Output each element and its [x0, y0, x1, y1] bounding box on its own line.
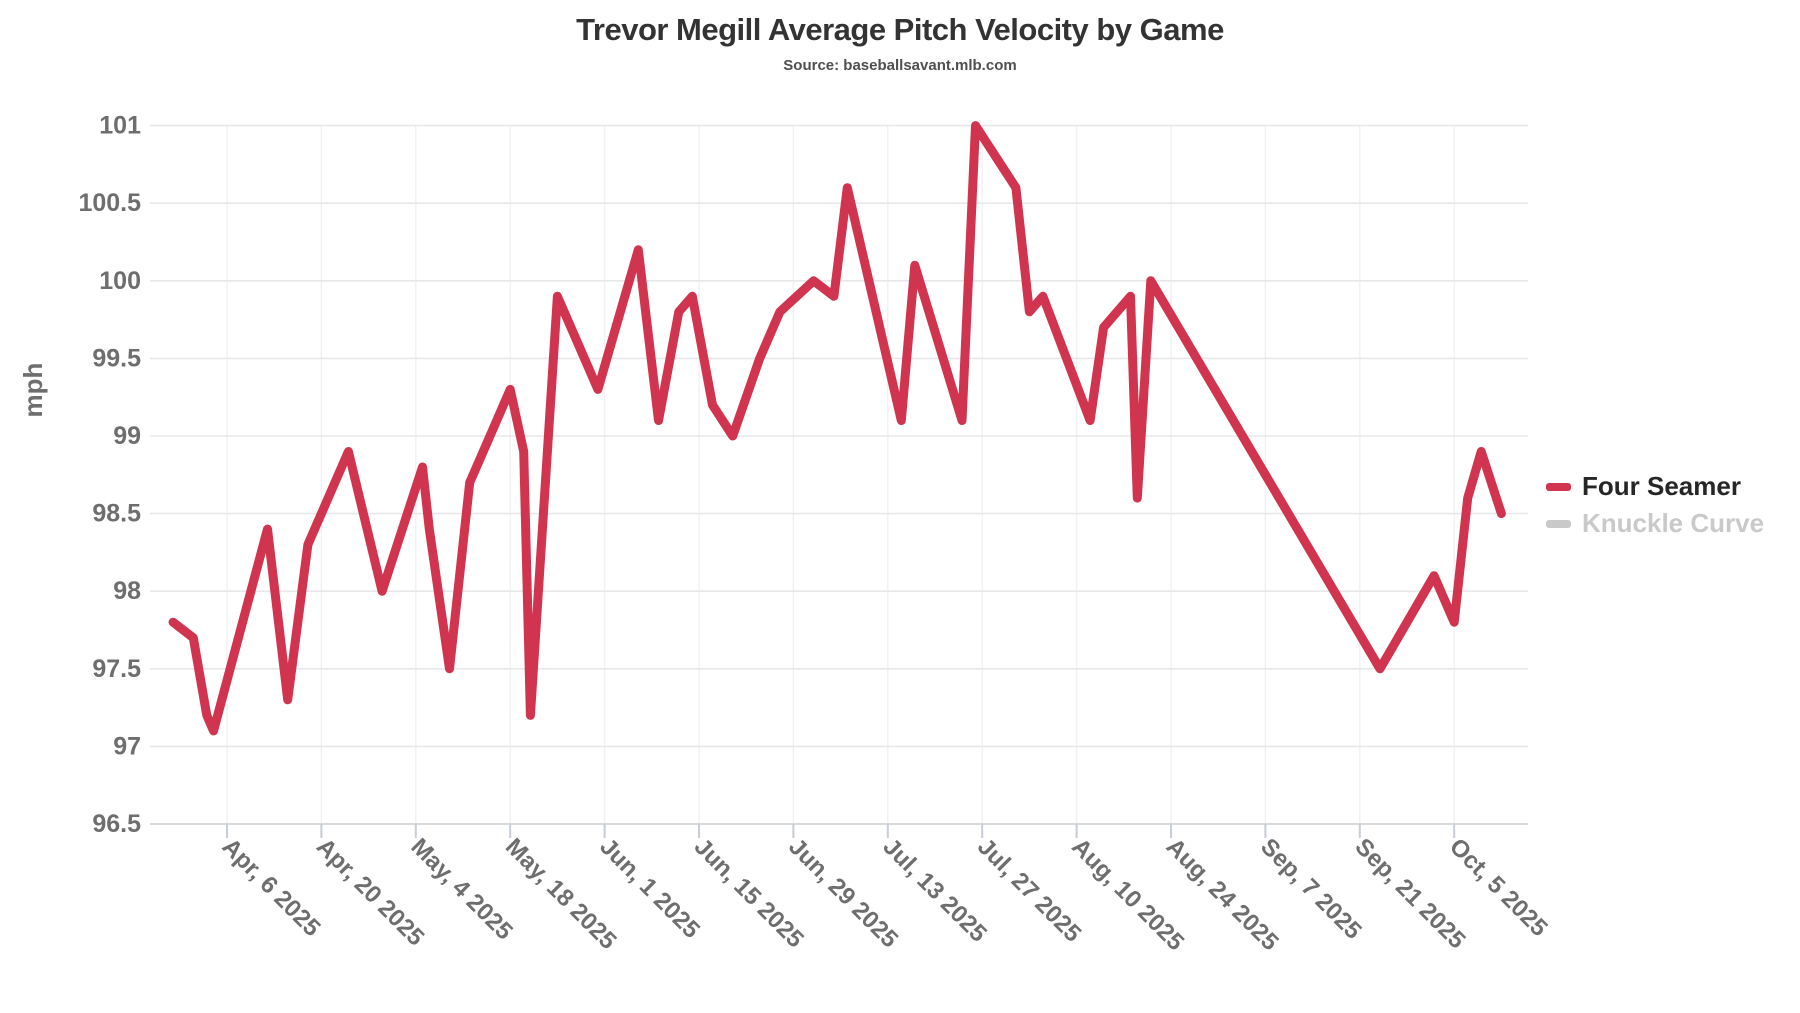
y-tick-label: 99.5	[92, 344, 141, 372]
chart-header: Trevor Megill Average Pitch Velocity by …	[0, 12, 1800, 74]
y-tick-label: 98	[113, 577, 141, 605]
y-tick-label: 100	[99, 267, 141, 295]
y-axis-tick-labels: 101 100.5 100 99.5 99 98.5 98 97.5 97 96.5	[78, 112, 141, 838]
y-axis-title: mph	[18, 363, 48, 418]
y-tick-label: 97	[113, 732, 141, 760]
legend-item-four-seamer[interactable]: Four Seamer	[1546, 468, 1764, 505]
y-tick-label: 100.5	[78, 189, 141, 217]
knuckle-curve-label: Knuckle Curve	[1582, 508, 1765, 538]
chart-subtitle: Source: baseballsavant.mlb.com	[783, 57, 1017, 74]
x-tick-label: Apr, 6 2025	[217, 833, 326, 942]
knuckle-curve-swatch	[1546, 519, 1571, 528]
y-tick-label: 99	[113, 422, 141, 450]
chart-title: Trevor Megill Average Pitch Velocity by …	[576, 12, 1224, 47]
y-tick-label: 101	[99, 112, 141, 140]
vertical-gridlines	[226, 125, 1455, 824]
y-tick-label: 96.5	[92, 810, 141, 838]
legend-item-knuckle-curve[interactable]: Knuckle Curve	[1546, 505, 1764, 542]
four-seamer-swatch	[1546, 482, 1571, 491]
y-tick-label: 97.5	[92, 655, 141, 683]
x-axis-tick-marks	[226, 824, 1456, 838]
four-seamer-label: Four Seamer	[1582, 471, 1741, 501]
four-seamer-line	[168, 121, 1506, 736]
legend: Four Seamer Knuckle Curve	[1546, 468, 1764, 542]
y-tick-label: 98.5	[92, 500, 141, 528]
